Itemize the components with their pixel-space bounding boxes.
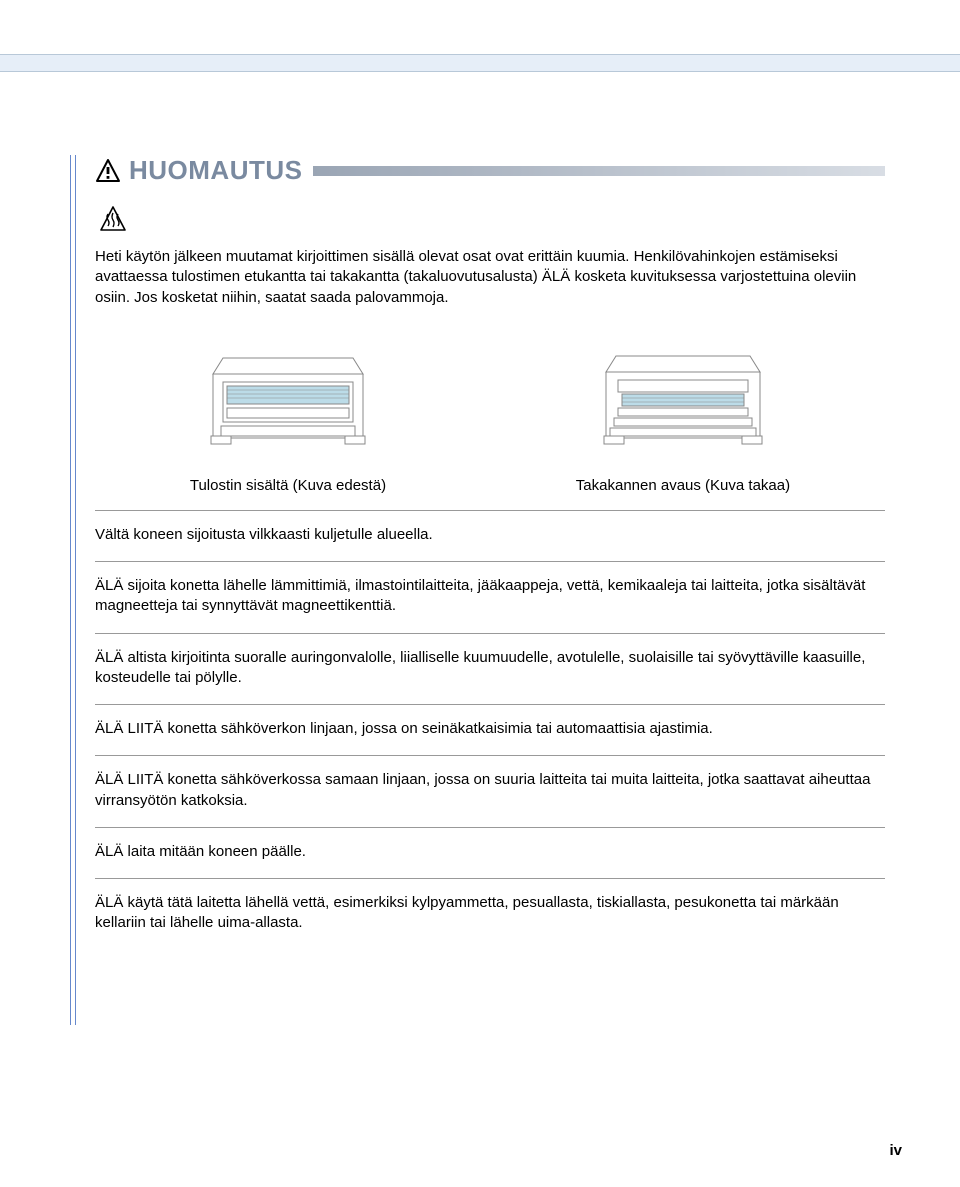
caption-front: Tulostin sisältä (Kuva edestä)	[190, 477, 386, 494]
separator	[95, 755, 885, 756]
separator	[95, 633, 885, 634]
separator	[95, 561, 885, 562]
illustration-rear: Takakannen avaus (Kuva takaa)	[576, 338, 790, 494]
title-gradient-rule	[313, 166, 886, 176]
note-item: ÄLÄ sijoita konetta lähelle lämmittimiä,…	[95, 576, 885, 617]
page-title: HUOMAUTUS	[129, 155, 303, 186]
separator	[95, 510, 885, 511]
illustration-front: Tulostin sisältä (Kuva edestä)	[190, 338, 386, 494]
top-band	[0, 54, 960, 72]
warning-icon	[95, 158, 121, 184]
separator	[95, 704, 885, 705]
note-item: ÄLÄ LIITÄ konetta sähköverkossa samaan l…	[95, 770, 885, 811]
note-item: ÄLÄ LIITÄ konetta sähköverkon linjaan, j…	[95, 719, 885, 739]
note-item: Vältä koneen sijoitusta vilkkaasti kulje…	[95, 525, 885, 545]
intro-paragraph: Heti käytön jälkeen muutamat kirjoittime…	[95, 247, 885, 308]
illustration-row: Tulostin sisältä (Kuva edestä) Takakanne…	[95, 338, 885, 494]
printer-front-icon	[193, 338, 383, 458]
note-item: ÄLÄ laita mitään koneen päälle.	[95, 842, 885, 862]
note-item: ÄLÄ altista kirjoitinta suoralle auringo…	[95, 648, 885, 689]
page-number: iv	[889, 1142, 902, 1159]
page-content: HUOMAUTUS Heti käytön jälkeen muutamat k…	[95, 155, 885, 934]
left-margin-rule	[70, 155, 76, 1025]
printer-rear-icon	[588, 338, 778, 458]
separator	[95, 827, 885, 828]
separator	[95, 878, 885, 879]
note-item: ÄLÄ käytä tätä laitetta lähellä vettä, e…	[95, 893, 885, 934]
hot-surface-icon	[99, 204, 127, 234]
caption-rear: Takakannen avaus (Kuva takaa)	[576, 477, 790, 494]
title-row: HUOMAUTUS	[95, 155, 885, 186]
